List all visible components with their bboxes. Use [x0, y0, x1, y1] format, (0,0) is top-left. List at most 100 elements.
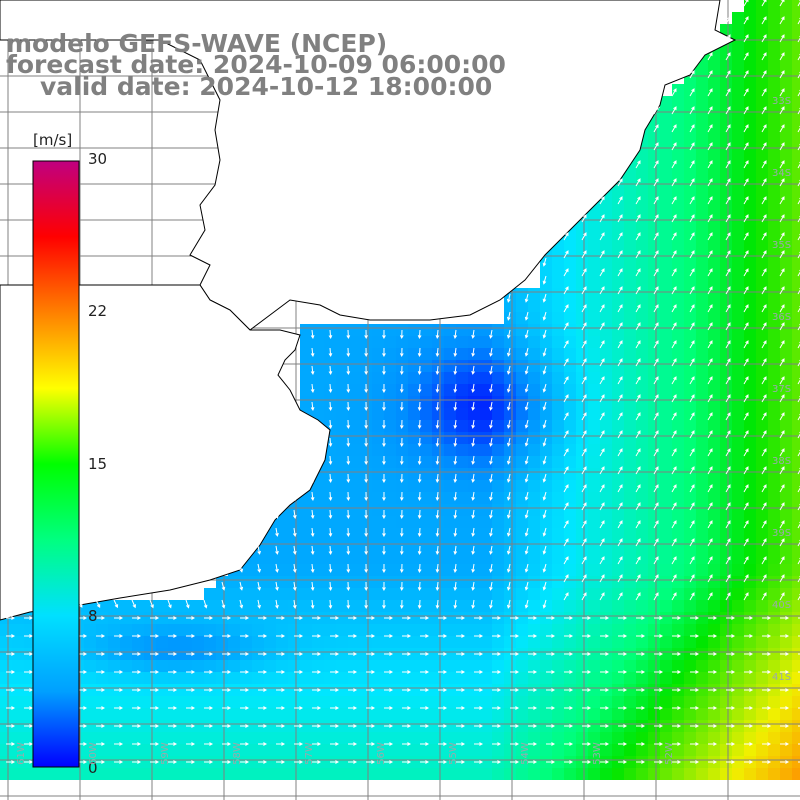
wind-cell	[624, 684, 636, 696]
wind-cell	[420, 576, 432, 588]
wind-cell	[588, 276, 600, 288]
wind-cell	[624, 216, 636, 228]
wind-cell	[552, 480, 564, 492]
wind-cell	[12, 756, 24, 768]
wind-cell	[696, 528, 708, 540]
wind-cell	[660, 660, 672, 672]
wind-cell	[216, 624, 228, 636]
wind-arrow	[689, 304, 695, 313]
wind-arrow	[276, 742, 286, 746]
wind-cell	[348, 636, 360, 648]
wind-cell	[768, 192, 780, 204]
wind-arrow	[761, 358, 767, 367]
wind-arrow	[438, 652, 448, 656]
wind-cell	[408, 444, 420, 456]
wind-cell	[588, 660, 600, 672]
wind-cell	[540, 516, 552, 528]
wind-cell	[792, 468, 800, 480]
wind-cell	[264, 660, 276, 672]
wind-arrow	[524, 383, 529, 393]
wind-cell	[492, 624, 504, 636]
lon-label-57w: 57W	[303, 742, 315, 765]
wind-arrow	[635, 574, 641, 583]
wind-cell	[312, 504, 324, 516]
wind-cell	[444, 420, 456, 432]
wind-arrow	[435, 563, 440, 574]
wind-cell	[708, 396, 720, 408]
wind-arrow	[453, 545, 458, 555]
wind-arrow	[761, 430, 767, 439]
wind-cell	[348, 552, 360, 564]
wind-cell	[612, 384, 624, 396]
wind-cell	[696, 564, 708, 576]
wind-arrow	[96, 670, 106, 674]
wind-cell	[780, 480, 792, 492]
wind-cell	[576, 408, 588, 420]
wind-cell	[708, 180, 720, 192]
wind-cell	[576, 312, 588, 324]
wind-cell	[528, 288, 540, 300]
wind-arrow	[6, 724, 16, 728]
wind-arrow	[689, 250, 695, 259]
wind-arrow	[564, 742, 574, 746]
wind-arrow	[542, 347, 547, 357]
wind-cell	[708, 324, 720, 336]
wind-cell	[216, 708, 228, 720]
wind-cell	[756, 204, 768, 216]
wind-cell	[624, 756, 636, 768]
wind-cell	[672, 324, 684, 336]
wind-cell	[600, 624, 612, 636]
wind-arrow	[599, 376, 605, 385]
wind-cell	[372, 360, 384, 372]
wind-cell	[120, 636, 132, 648]
wind-arrow	[653, 268, 659, 277]
wind-cell	[96, 672, 108, 684]
wind-cell	[588, 324, 600, 336]
wind-arrow	[402, 724, 412, 728]
wind-cell	[576, 228, 588, 240]
wind-cell	[96, 768, 108, 780]
wind-cell	[768, 72, 780, 84]
wind-arrow	[506, 311, 511, 321]
wind-cell	[732, 144, 744, 156]
wind-arrow	[725, 394, 731, 403]
wind-cell	[708, 384, 720, 396]
wind-cell	[768, 756, 780, 768]
wind-cell	[336, 708, 348, 720]
wind-cell	[672, 336, 684, 348]
wind-cell	[660, 288, 672, 300]
wind-cell	[120, 768, 132, 780]
wind-arrow	[435, 509, 440, 520]
wind-arrow	[399, 419, 404, 430]
wind-arrow	[725, 358, 731, 367]
wind-cell	[456, 732, 468, 744]
wind-cell	[408, 708, 420, 720]
wind-cell	[780, 456, 792, 468]
wind-arrow	[366, 670, 376, 674]
wind-arrow	[617, 142, 623, 151]
wind-cell	[588, 672, 600, 684]
wind-arrow	[204, 688, 214, 692]
wind-cell	[504, 660, 516, 672]
wind-cell	[564, 324, 576, 336]
wind-cell	[660, 732, 672, 744]
wind-cell	[516, 564, 528, 576]
wind-cell	[744, 468, 756, 480]
wind-cell	[72, 768, 84, 780]
wind-cell	[732, 72, 744, 84]
wind-arrow	[671, 556, 677, 565]
wind-cell	[744, 36, 756, 48]
wind-arrow	[6, 688, 16, 692]
wind-cell	[420, 564, 432, 576]
wind-arrow	[797, 0, 800, 7]
wind-cell	[672, 96, 684, 108]
wind-cell	[600, 252, 612, 264]
wind-cell	[348, 708, 360, 720]
wind-cell	[180, 744, 192, 756]
wind-cell	[108, 696, 120, 708]
wind-arrow	[168, 760, 178, 764]
wind-arrow	[402, 652, 412, 656]
wind-cell	[732, 516, 744, 528]
wind-arrow	[779, 286, 785, 295]
wind-cell	[156, 768, 168, 780]
